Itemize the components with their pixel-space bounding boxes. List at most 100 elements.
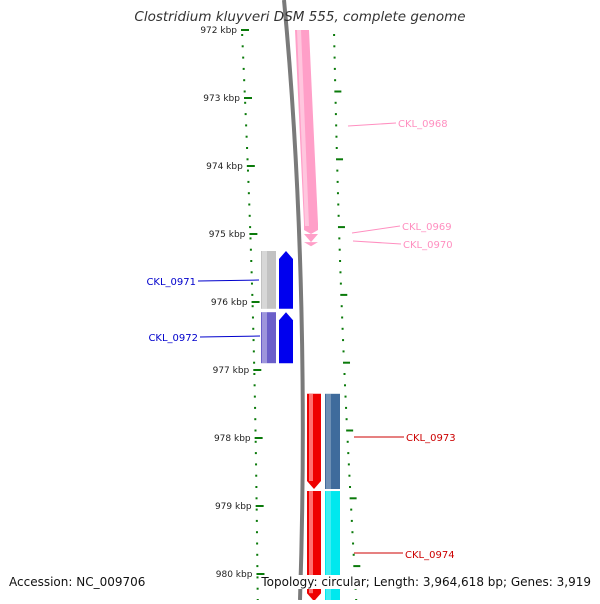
guide-dot bbox=[336, 158, 344, 161]
gene-ckl-0972[interactable] bbox=[261, 312, 293, 364]
guide-dot bbox=[350, 519, 353, 522]
guide-dot bbox=[344, 395, 347, 398]
gene-ckl-0968[interactable] bbox=[295, 30, 318, 234]
gene-block-shine bbox=[262, 251, 267, 309]
guide-dot bbox=[352, 553, 355, 556]
gene-label-leader bbox=[352, 240, 402, 245]
guide-dot bbox=[345, 418, 348, 421]
guide-dot bbox=[337, 203, 340, 206]
guide-dot bbox=[249, 248, 252, 251]
scale-tick-label: 973 kbp bbox=[203, 94, 240, 104]
genome-title: Clostridium kluyveri DSM 555, complete g… bbox=[134, 9, 466, 25]
guide-dot bbox=[249, 237, 252, 240]
guide-dot bbox=[334, 90, 342, 93]
gene-label[interactable]: CKL_0973 bbox=[406, 433, 456, 444]
guide-dot bbox=[351, 531, 354, 534]
guide-dot bbox=[255, 474, 258, 477]
guide-dot bbox=[251, 305, 254, 308]
gene-ckl-0973[interactable] bbox=[307, 393, 340, 489]
gene-label[interactable]: CKL_0969 bbox=[402, 222, 452, 233]
gene-label[interactable]: CKL_0968 bbox=[398, 119, 448, 130]
guide-dot bbox=[246, 169, 249, 172]
guide-dot bbox=[255, 463, 258, 466]
guide-dot bbox=[340, 305, 343, 308]
gene-ckl-0971[interactable] bbox=[261, 251, 293, 309]
guide-dot bbox=[253, 395, 256, 398]
guide-dot bbox=[245, 124, 248, 127]
kbp-scale: 972 kbp 973 kbp 974 kbp 975 kbp 976 kbp 977 k… bbox=[200, 26, 265, 580]
gene-block[interactable] bbox=[325, 491, 340, 602]
guide-dot bbox=[248, 214, 251, 217]
guide-dot bbox=[255, 497, 258, 500]
guide-dot bbox=[338, 248, 341, 251]
gene-block[interactable] bbox=[325, 393, 340, 489]
guide-dot bbox=[255, 519, 258, 522]
gene-block-shine bbox=[326, 491, 331, 602]
guide-dot bbox=[346, 440, 349, 443]
gene-label[interactable]: CKL_0974 bbox=[405, 550, 455, 561]
gene-block[interactable] bbox=[261, 312, 276, 364]
guide-dot bbox=[255, 486, 258, 488]
guide-dot bbox=[249, 226, 252, 229]
guide-dot bbox=[335, 124, 338, 127]
guide-dot bbox=[245, 135, 248, 138]
guide-dot bbox=[342, 339, 345, 342]
guide-dot bbox=[352, 542, 355, 545]
guide-dot bbox=[339, 260, 342, 262]
guide-dot bbox=[250, 271, 253, 274]
guide-dot bbox=[246, 147, 249, 149]
gene-arrow[interactable] bbox=[304, 242, 318, 247]
guide-dot bbox=[334, 113, 337, 116]
gene-ckl-0969[interactable] bbox=[304, 234, 318, 243]
guide-dot bbox=[336, 192, 339, 195]
gene-label-leader bbox=[199, 335, 261, 338]
guide-dot bbox=[252, 327, 255, 330]
gene-label[interactable]: CKL_0972 bbox=[148, 333, 198, 344]
guide-dot bbox=[345, 406, 348, 409]
scale-tick bbox=[243, 97, 252, 99]
guide-dot bbox=[349, 497, 357, 500]
gene-arrow[interactable] bbox=[279, 251, 293, 309]
scale-tick bbox=[255, 505, 264, 507]
guide-dot bbox=[335, 147, 338, 149]
gene-ckl-0974[interactable] bbox=[307, 491, 340, 602]
guide-dot bbox=[341, 327, 344, 330]
gene-block[interactable] bbox=[261, 251, 276, 309]
gene-label[interactable]: CKL_0970 bbox=[403, 240, 453, 251]
gene-ckl-0970[interactable] bbox=[304, 242, 318, 247]
guide-dot bbox=[241, 45, 244, 48]
guide-dot bbox=[350, 508, 353, 511]
gene-block-shine bbox=[326, 393, 331, 489]
scale-tick bbox=[249, 233, 258, 235]
scale-tick-label: 974 kbp bbox=[206, 162, 243, 172]
scale-tick-label: 978 kbp bbox=[214, 434, 251, 444]
guide-dot bbox=[336, 180, 339, 183]
guide-dot bbox=[253, 384, 256, 387]
scale-tick bbox=[246, 165, 255, 167]
guide-dot bbox=[254, 406, 257, 409]
guide-dot bbox=[251, 293, 254, 296]
guide-dot bbox=[256, 587, 259, 590]
gene-label-leader bbox=[347, 122, 397, 127]
guide-dot bbox=[253, 361, 256, 364]
topology-summary: Topology: circular; Length: 3,964,618 bp… bbox=[259, 575, 591, 589]
guide-dot bbox=[244, 113, 247, 116]
guide-dot bbox=[338, 237, 341, 240]
guide-dot bbox=[336, 169, 339, 172]
guide-dot bbox=[339, 282, 342, 285]
guide-dot bbox=[247, 180, 250, 183]
scale-tick-label: 979 kbp bbox=[215, 502, 252, 512]
genome-backbone bbox=[282, 0, 305, 601]
gene-arrow[interactable] bbox=[304, 234, 318, 243]
guide-dot bbox=[247, 192, 250, 195]
gene-arrow[interactable] bbox=[279, 312, 293, 364]
guide-dot bbox=[250, 260, 253, 262]
guide-dot bbox=[254, 429, 257, 432]
gene-arrow-shine bbox=[309, 491, 313, 594]
guide-dot bbox=[343, 361, 351, 364]
guide-dot bbox=[242, 56, 245, 59]
gene-label[interactable]: CKL_0971 bbox=[146, 277, 196, 288]
guide-dot bbox=[241, 34, 244, 36]
